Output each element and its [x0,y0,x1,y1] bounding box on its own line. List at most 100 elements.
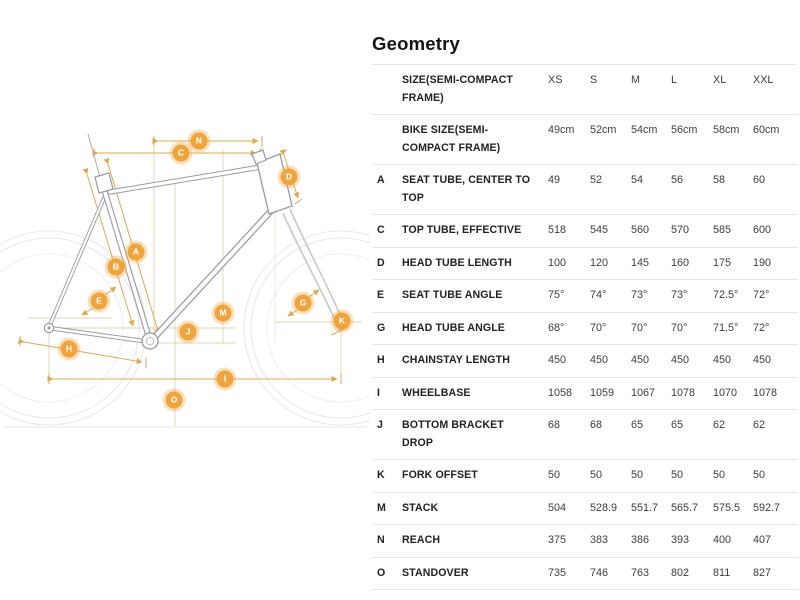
bottom-bracket [141,332,159,350]
cell-value: 73° [671,289,688,301]
row-letter: N [377,534,385,546]
cell-value: 145 [631,256,650,269]
cell-value: 450 [631,354,650,366]
cell-value: 735 [548,566,567,579]
cell-value: 570 [671,224,690,236]
cell-value: 50 [753,469,766,481]
cell-value: 73° [631,289,648,301]
row-label: SEAT TUBE, CENTER TO TOP [402,174,531,204]
cell-value: XL [713,74,727,86]
diagram-marker-c: C [172,144,190,162]
bike-frame-drawing [0,133,370,428]
seat-clamp [94,172,114,194]
cell-value: 58cm [713,124,740,136]
table-row: C TOP TUBE, EFFECTIVE 518 545 560 570 585 600 [372,215,798,248]
cell-value: 54 [631,174,644,186]
stem-cap [251,149,267,165]
diagram-marker-o: O [165,391,183,409]
cell-value: 190 [753,256,772,269]
cell-value: 393 [671,534,690,546]
row-label: REACH [402,534,441,546]
page-title: Geometry [372,33,460,54]
diagram-marker-k: K [333,312,351,330]
diagram-marker-h: H [60,340,78,358]
cell-value: 68 [548,419,561,431]
table-row: K FORK OFFSET 50 50 50 50 50 50 [372,460,798,493]
cell-value: 68 [590,419,603,431]
row-letter: C [377,224,385,236]
cell-value: 560 [631,224,650,236]
row-label: HEAD TUBE LENGTH [402,256,512,269]
row-label: CHAINSTAY LENGTH [402,354,510,366]
row-letter: E [377,289,385,301]
cell-value: 65 [671,419,684,431]
cell-value: 585 [713,224,732,236]
cell-value: 160 [671,256,690,269]
cell-value: 52cm [590,124,617,136]
diagram-marker-g: G [294,294,312,312]
diagram-marker-n: N [190,132,208,150]
cell-value: 72.5° [713,289,739,301]
cell-value: 746 [590,566,609,579]
cell-value: 528.9 [590,501,618,514]
cell-value: 49 [548,174,561,186]
cell-value: 551.7 [631,501,659,514]
row-label: BIKE SIZE(SEMI-COMPACT FRAME) [402,124,501,154]
cell-value: 72° [753,289,770,301]
cell-value: 60 [753,174,766,186]
cell-value: 70° [590,321,607,334]
cell-value: 504 [548,501,567,514]
cell-value: 70° [631,321,648,334]
cell-value: 54cm [631,124,658,136]
row-letter: O [377,566,386,579]
row-label: HEAD TUBE ANGLE [402,321,505,334]
cell-value: 100 [548,256,567,269]
table-row: H CHAINSTAY LENGTH 450 450 450 450 450 450 [372,345,798,378]
cell-value: 375 [548,534,567,546]
panel-header: Geometry [372,0,796,65]
table-row: I WHEELBASE 1058 1059 1067 1078 1070 1078 [372,378,798,410]
cell-value: 802 [671,566,690,579]
cell-value: 60cm [753,124,780,136]
cell-value: 450 [548,354,567,366]
front-wheel [243,230,370,426]
cell-value: 450 [590,354,609,366]
cell-value: 518 [548,224,567,236]
cell-value: 575.5 [713,501,741,514]
row-letter: I [377,386,381,399]
row-label: STACK [402,501,439,514]
rear-axle [47,326,51,330]
cell-value: 68° [548,321,565,334]
cell-value: 565.7 [671,501,699,514]
diagram-marker-i: I [216,370,234,388]
cell-value: 1078 [671,386,696,399]
cell-value: 72° [753,321,770,334]
cell-value: M [631,74,640,86]
cell-value: XS [548,74,563,86]
table-row: N REACH 375 383 386 393 400 407 [372,525,798,558]
cell-value: L [671,74,678,86]
row-letter: G [377,321,386,334]
row-letter: D [377,256,385,269]
cell-value: XXL [753,74,774,86]
cell-value: S [590,74,598,86]
table-row: SIZE(SEMI-COMPACT FRAME) XS S M L XL XXL [372,65,798,115]
cell-value: 1059 [590,386,615,399]
cell-value: 450 [713,354,732,366]
row-letter: K [377,469,385,481]
diagram-marker-e: E [90,292,108,310]
row-letter: J [377,419,383,431]
cell-value: 71.5° [713,321,739,334]
cell-value: 56 [671,174,684,186]
cell-value: 50 [631,469,644,481]
cell-value: 74° [590,289,607,301]
table-row: A SEAT TUBE, CENTER TO TOP 49 52 54 56 58 60 [372,165,798,215]
row-label: WHEELBASE [402,386,471,399]
cell-value: 50 [548,469,561,481]
diagram-marker-b: B [107,258,125,276]
cell-value: 383 [590,534,609,546]
cell-value: 811 [713,566,731,579]
diagram-marker-j: J [179,323,197,341]
